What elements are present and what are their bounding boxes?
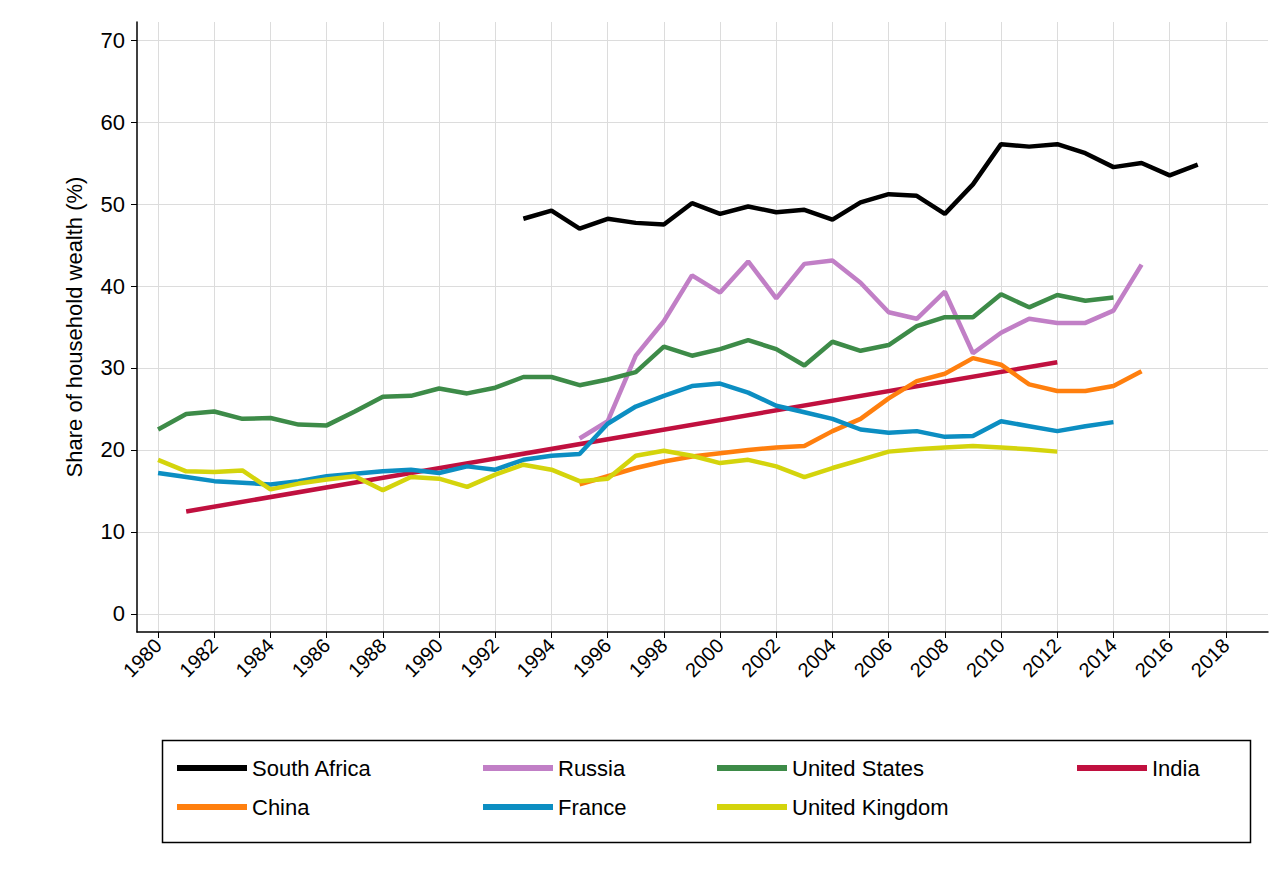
svg-text:1988: 1988	[344, 634, 391, 681]
svg-text:1992: 1992	[456, 634, 503, 681]
svg-text:France: France	[558, 795, 626, 820]
svg-text:2012: 2012	[1018, 634, 1065, 681]
svg-text:1980: 1980	[119, 634, 166, 681]
svg-text:2004: 2004	[793, 634, 840, 681]
svg-text:China: China	[252, 795, 310, 820]
svg-text:60: 60	[101, 110, 125, 135]
svg-text:2002: 2002	[737, 634, 784, 681]
svg-text:2016: 2016	[1130, 634, 1177, 681]
svg-text:20: 20	[101, 437, 125, 462]
svg-text:1982: 1982	[175, 634, 222, 681]
svg-text:1996: 1996	[568, 634, 615, 681]
svg-text:1984: 1984	[231, 634, 278, 681]
svg-text:South Africa: South Africa	[252, 756, 371, 781]
svg-text:1986: 1986	[287, 634, 334, 681]
svg-text:2008: 2008	[906, 634, 953, 681]
svg-text:Russia: Russia	[558, 756, 626, 781]
svg-text:Share of household wealth (%): Share of household wealth (%)	[62, 177, 87, 478]
svg-text:70: 70	[101, 28, 125, 53]
svg-text:India: India	[1152, 756, 1200, 781]
svg-text:10: 10	[101, 519, 125, 544]
svg-text:50: 50	[101, 192, 125, 217]
svg-text:2014: 2014	[1074, 634, 1121, 681]
svg-text:2000: 2000	[681, 634, 728, 681]
svg-text:0: 0	[113, 601, 125, 626]
svg-text:United Kingdom: United Kingdom	[792, 795, 949, 820]
svg-text:30: 30	[101, 355, 125, 380]
svg-text:2018: 2018	[1187, 634, 1234, 681]
svg-text:2010: 2010	[962, 634, 1009, 681]
svg-text:2006: 2006	[849, 634, 896, 681]
svg-text:1990: 1990	[400, 634, 447, 681]
svg-text:1994: 1994	[512, 634, 559, 681]
svg-text:40: 40	[101, 274, 125, 299]
svg-text:1998: 1998	[625, 634, 672, 681]
svg-text:United States: United States	[792, 756, 924, 781]
